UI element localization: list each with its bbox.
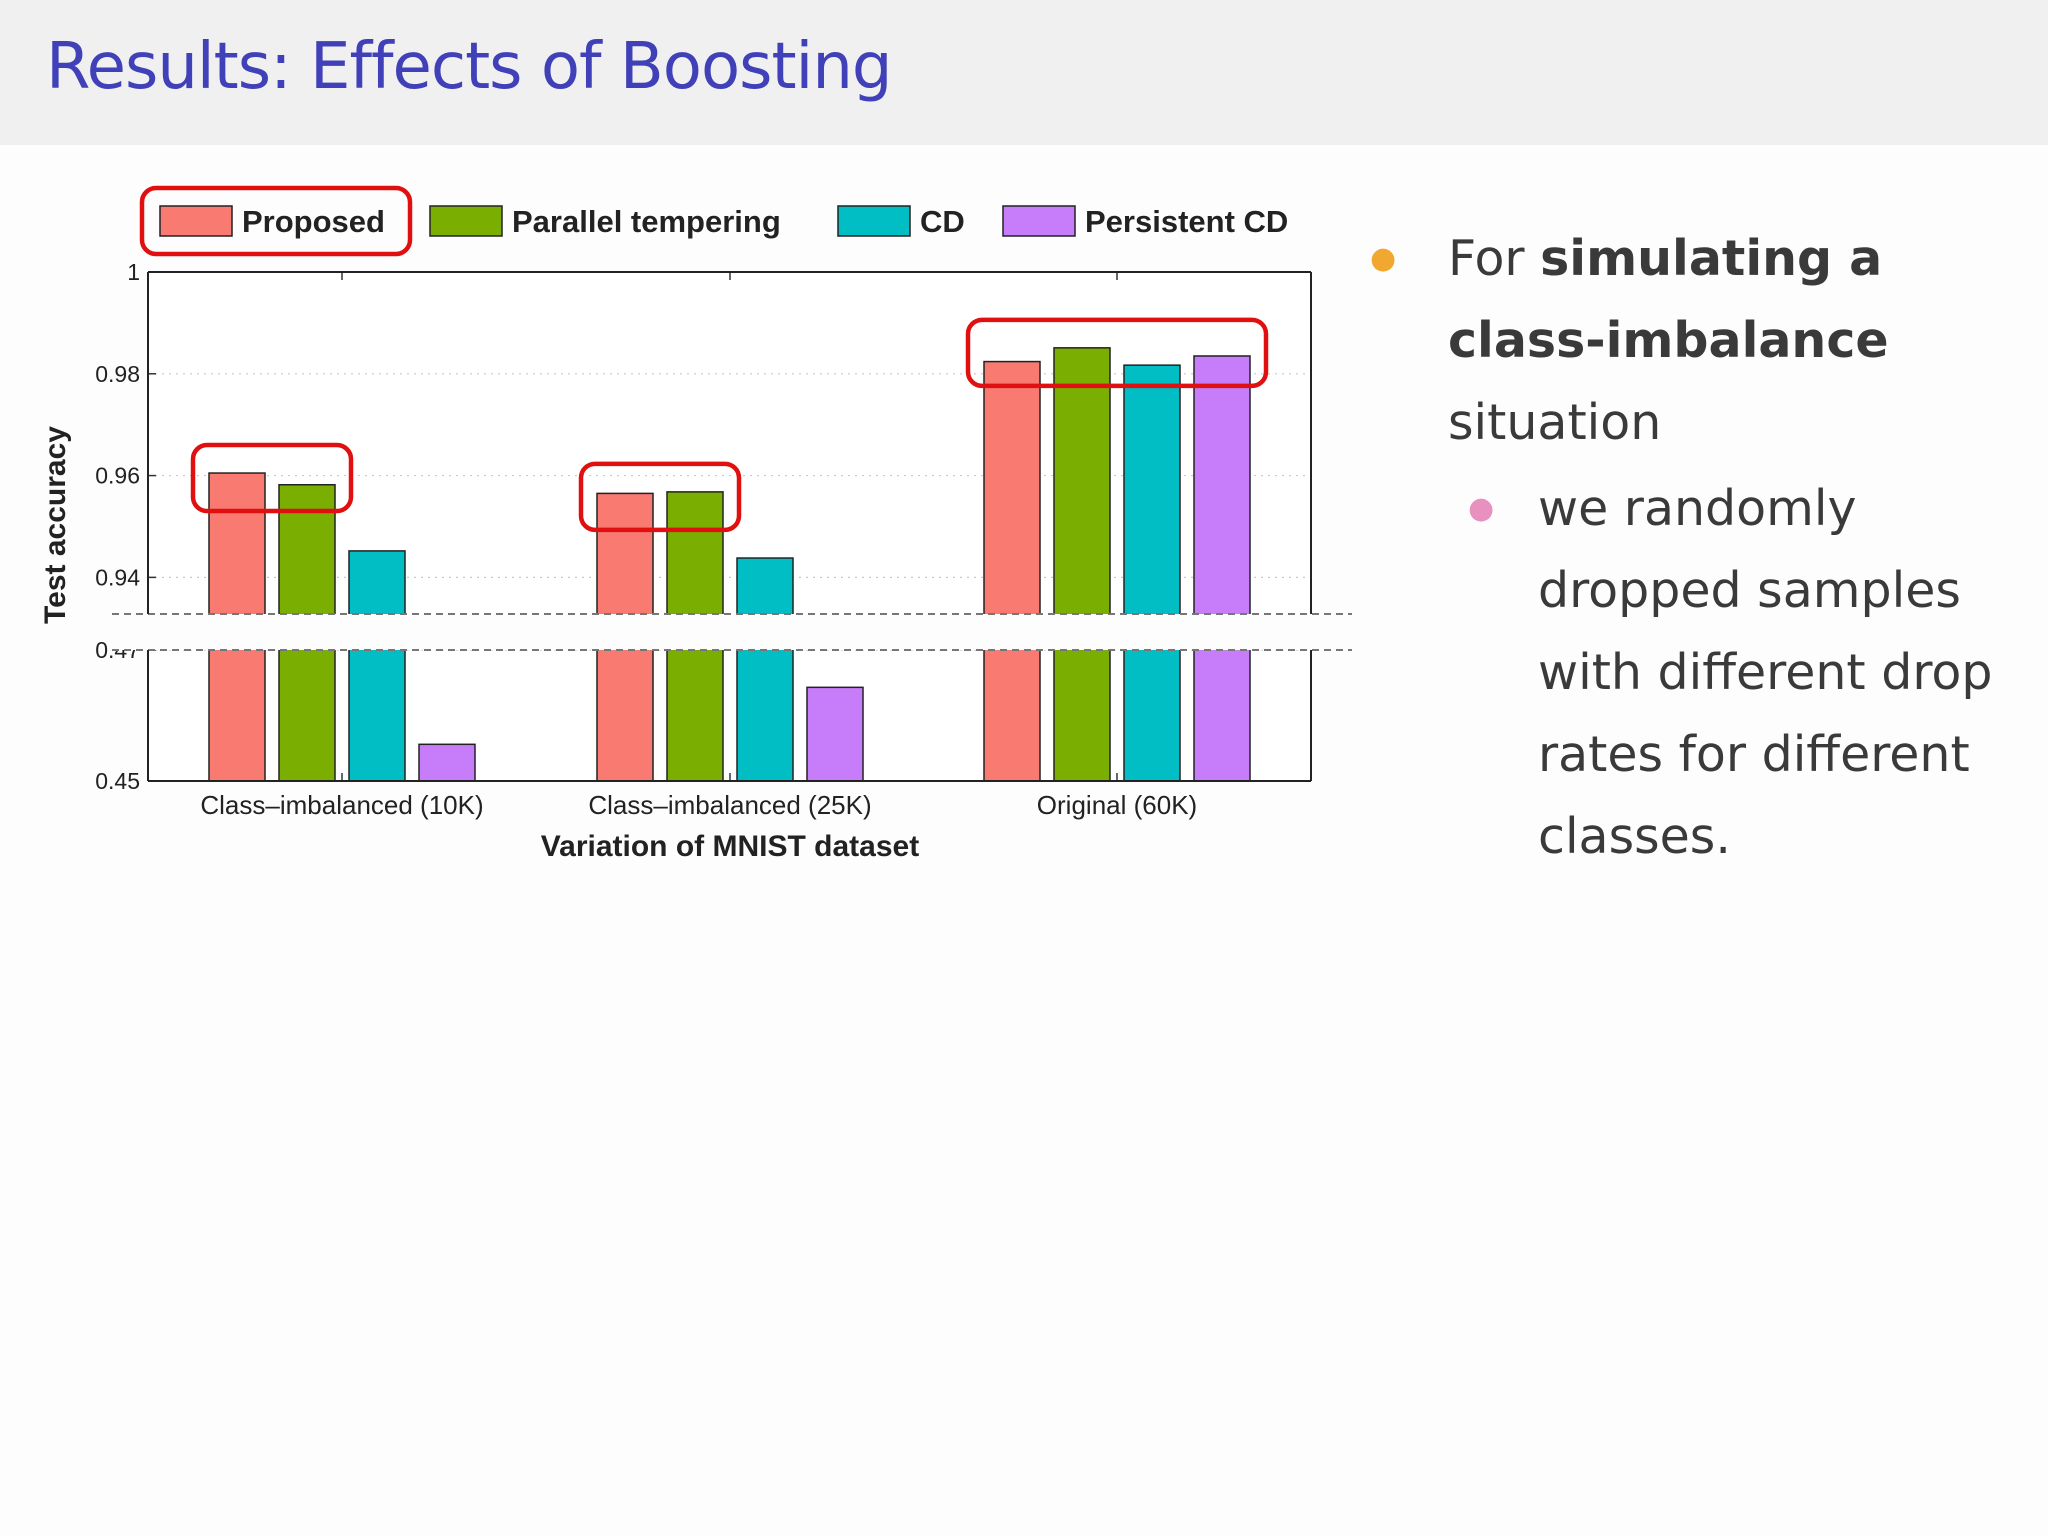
highlight-box-10k xyxy=(190,442,354,514)
legend-label: CD xyxy=(920,204,965,239)
bullet1-suffix: situation xyxy=(1448,394,1662,451)
y-tick-label: 0.94 xyxy=(95,564,140,590)
x-tick-label: Original (60K) xyxy=(1037,790,1197,820)
legend-swatch xyxy=(159,205,233,237)
legend-label: Persistent CD xyxy=(1085,204,1288,239)
bullet-list: ● For simulating a class-imbalance situa… xyxy=(1370,218,2030,878)
y-tick-label: 0.96 xyxy=(95,463,140,489)
axis-break-band xyxy=(112,614,1352,650)
x-axis-label: Variation of MNIST dataset xyxy=(541,830,919,863)
legend-swatch xyxy=(837,205,911,237)
bar xyxy=(418,743,476,782)
bullet2-text: we randomly dropped samples with differe… xyxy=(1538,480,1993,865)
bullet1-bold: simulating a class-imbalance xyxy=(1448,230,1889,369)
legend-swatch xyxy=(429,205,503,237)
x-tick-label: Class–imbalanced (25K) xyxy=(588,790,871,820)
y-tick-label: 1 xyxy=(127,259,140,285)
legend-swatch xyxy=(1002,205,1076,237)
highlight-box-25k xyxy=(578,461,742,533)
bar xyxy=(806,686,864,782)
x-tick-label: Class–imbalanced (10K) xyxy=(200,790,483,820)
sub-bullet-dot-icon: ● xyxy=(1468,491,1495,526)
legend-label: Proposed xyxy=(242,204,385,239)
slide-title: Results: Effects of Boosting xyxy=(46,30,892,104)
bar xyxy=(1123,364,1181,782)
title-bar: Results: Effects of Boosting xyxy=(0,0,2048,145)
y-tick-label: 0.45 xyxy=(95,768,140,794)
plot-area xyxy=(148,272,1311,781)
y-tick-label: 0.98 xyxy=(95,361,140,387)
bar xyxy=(983,360,1041,782)
bullet-dot-icon: ● xyxy=(1370,241,1397,276)
bar xyxy=(348,550,406,782)
highlight-box-60k xyxy=(965,317,1269,389)
legend-label: Parallel tempering xyxy=(512,204,781,239)
bullet-item-1: ● For simulating a class-imbalance situa… xyxy=(1370,218,2030,464)
highlight-box-legend xyxy=(139,185,413,257)
bullet1-prefix: For xyxy=(1448,230,1541,287)
bullet-item-2: ● we randomly dropped samples with diffe… xyxy=(1468,468,2030,878)
bar xyxy=(1053,347,1111,782)
y-axis-label: Test accuracy xyxy=(39,426,72,624)
bar xyxy=(1193,355,1251,782)
bar xyxy=(736,557,794,782)
